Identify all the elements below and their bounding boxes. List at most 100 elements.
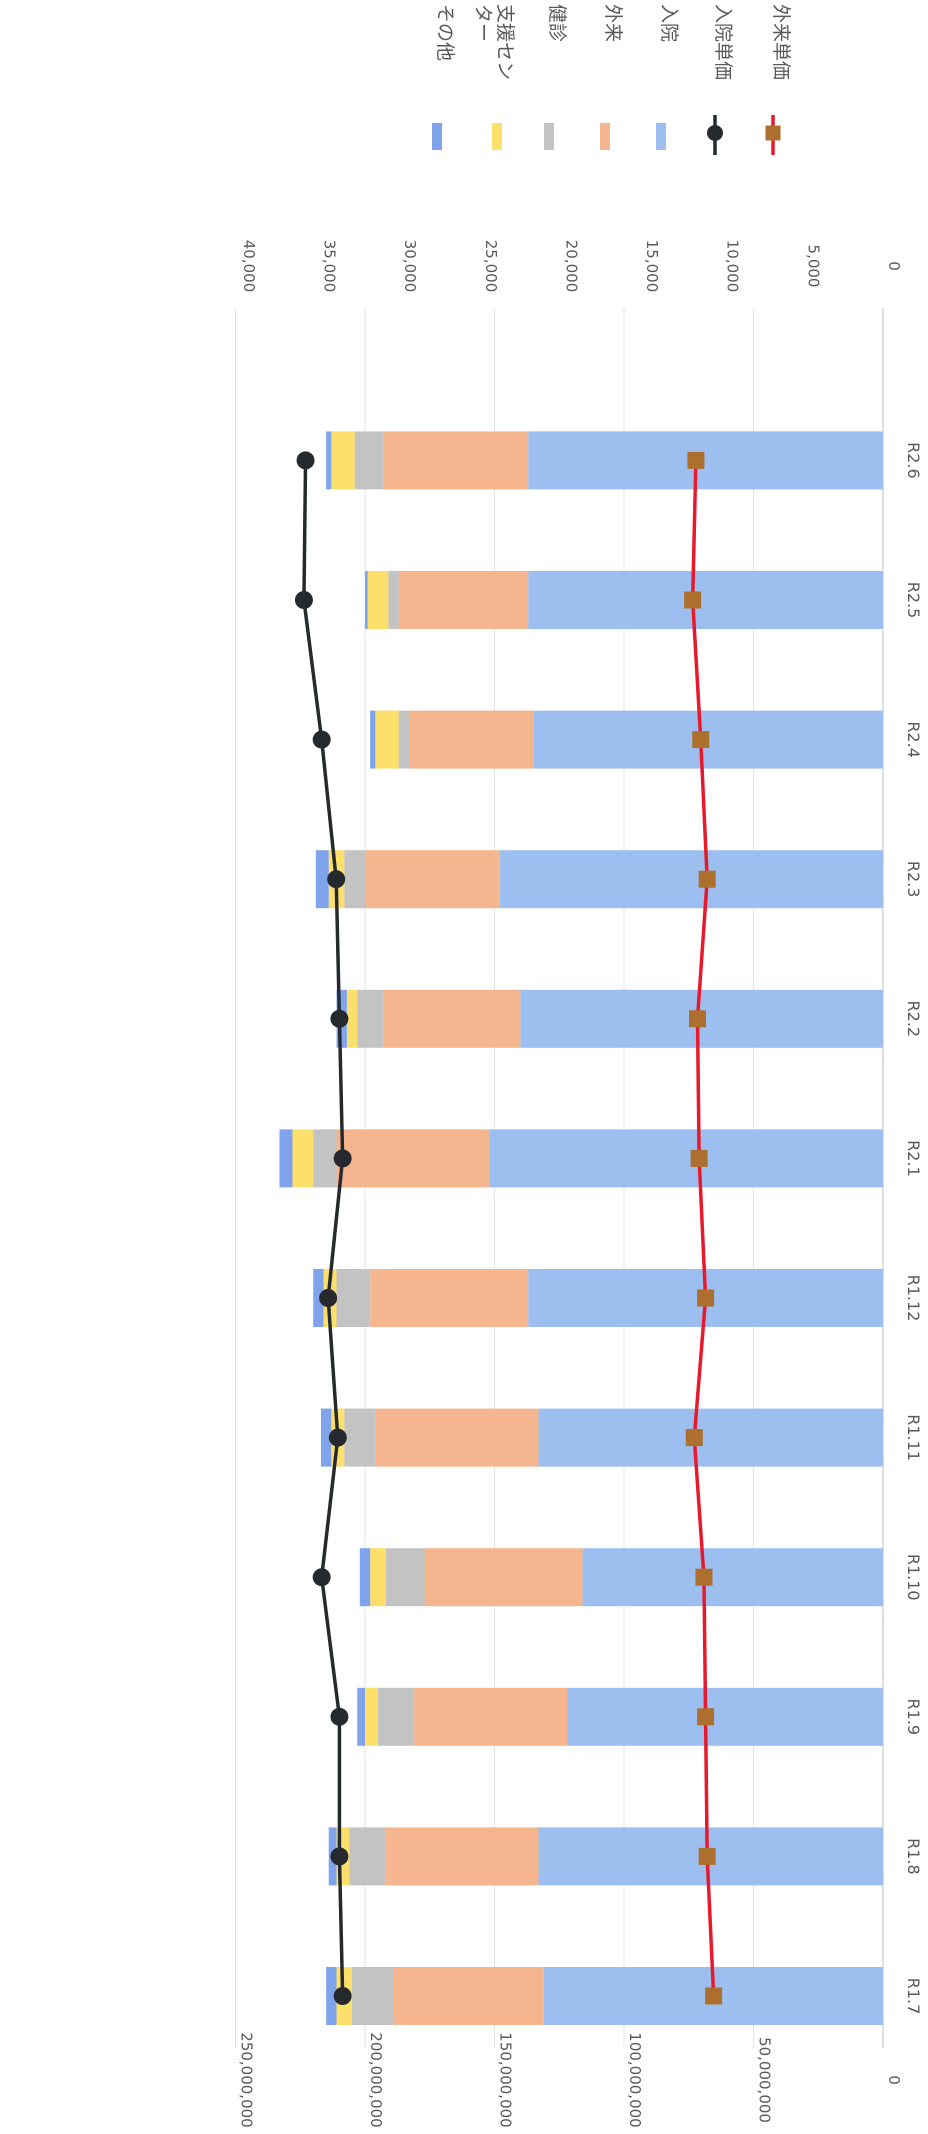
line-point (685, 1429, 703, 1447)
secondary-axis-tick-label: 10,000 (724, 240, 742, 293)
legend-swatch (656, 123, 666, 150)
bar-segment (313, 1269, 324, 1327)
bar-segment (292, 1129, 314, 1188)
bar-segment (398, 710, 410, 769)
bar-segment (315, 850, 329, 909)
category-label: R1.9 (904, 1699, 923, 1736)
line-path (302, 460, 345, 1997)
primary-axis-tick-label: 100,000,000 (626, 2032, 644, 2127)
legend-swatch (432, 123, 442, 150)
primary-axis-tick-label: 0 (885, 2075, 903, 2085)
bar-segment (367, 571, 389, 629)
bar-segment (499, 850, 883, 909)
category-label: R2.2 (904, 1001, 923, 1038)
legend-label: 健診 (546, 4, 568, 42)
category-label: R2.5 (904, 582, 923, 619)
category-label: R2.4 (904, 721, 923, 758)
primary-axis-tick-label: 150,000,000 (497, 2032, 515, 2127)
legend-label: 入院単価 (712, 4, 734, 80)
bar-segment (365, 850, 500, 909)
primary-axis-labels: 0 50,000,000 100,000,000 150,000,000 200,000… (238, 2032, 904, 2127)
line-point (333, 1987, 352, 2005)
bar-segment (313, 1129, 337, 1188)
line-point (319, 1289, 338, 1307)
line-point (698, 870, 716, 888)
line-point (695, 1568, 713, 1586)
primary-axis-tick-label: 250,000,000 (238, 2032, 256, 2127)
secondary-axis-tick-label: 40,000 (240, 240, 258, 293)
category-label: R1.11 (904, 1414, 923, 1461)
bar-segment (365, 1687, 378, 1746)
bar-segment (582, 1548, 883, 1607)
legend-label: その他 (434, 4, 456, 61)
secondary-axis-tick-label: 15,000 (643, 240, 661, 293)
legend-swatch (600, 123, 610, 150)
bar-segment (352, 1967, 394, 2025)
line-point (333, 1149, 352, 1168)
bar-segment (528, 431, 883, 490)
bar-segment (349, 1827, 386, 1886)
bar-series (279, 431, 883, 2025)
bar-segment (326, 1967, 337, 2025)
bar-segment (414, 1687, 568, 1746)
legend-label: 外来 (602, 4, 624, 42)
line-point (296, 451, 315, 470)
bar-segment (336, 1129, 490, 1188)
bar-segment (424, 1548, 583, 1607)
category-label: R2.1 (904, 1140, 923, 1177)
line-point (312, 1568, 331, 1587)
bar-segment (346, 989, 358, 1048)
bar-segment (359, 1548, 371, 1607)
line-series (294, 451, 723, 2005)
secondary-axis-tick-label: 35,000 (320, 240, 338, 293)
bar-segment (344, 850, 365, 909)
line-point (330, 1009, 349, 1028)
legend-swatch (492, 123, 502, 150)
category-label: R2.3 (904, 861, 923, 898)
line-point (689, 1010, 707, 1028)
category-label: R1.10 (904, 1554, 923, 1601)
legend-label: 外来単価 (770, 4, 792, 80)
bar-segment (383, 431, 529, 490)
category-label: R1.8 (904, 1838, 923, 1875)
primary-axis-tick-label: 200,000,000 (367, 2032, 385, 2127)
bar-segment (567, 1687, 883, 1746)
secondary-axis-labels: 0 5,000 10,000 15,000 20,000 25,000 30,000 35,0… (240, 240, 903, 293)
bar-segment (385, 1548, 425, 1607)
line-point (684, 591, 702, 609)
bar-segment (320, 1408, 332, 1467)
bar-segment (336, 1269, 371, 1327)
secondary-axis-tick-label: 25,000 (482, 240, 500, 293)
bar-segment (409, 710, 534, 769)
bar-segment (357, 989, 384, 1048)
line-path (690, 460, 716, 1997)
bar-segment (326, 431, 332, 490)
secondary-axis-tick-label: 5,000 (804, 245, 822, 288)
line-point (705, 1987, 723, 2005)
legend-label: ター (472, 4, 494, 42)
legend-swatch-marker (765, 125, 781, 141)
category-label: R2.6 (904, 442, 923, 479)
bar-segment (375, 710, 399, 769)
bar-segment (393, 1967, 544, 2025)
line-point (690, 1149, 708, 1167)
legend-label: 入院 (658, 4, 680, 42)
bar-segment (375, 1408, 539, 1467)
bar-segment (331, 431, 355, 490)
bar-segment (370, 710, 376, 769)
category-axis-labels: R1.7 R1.8 R1.9 R1.10 R1.11 R1.12 R2.1 R2.2 R2.3 R… (904, 442, 923, 2014)
bar-segment (489, 1129, 883, 1188)
bar-segment (279, 1129, 293, 1188)
legend-label: 支援セン (494, 4, 516, 80)
line-point (697, 1289, 715, 1307)
line-point (330, 1847, 349, 1866)
bar-segment (370, 1269, 529, 1327)
line-point (698, 1847, 716, 1865)
bar-segment (398, 571, 529, 629)
category-label: R1.7 (904, 1978, 923, 2015)
bar-segment (388, 571, 399, 629)
line-point (327, 870, 346, 889)
legend-swatch-marker (707, 125, 723, 141)
secondary-axis-tick-label: 30,000 (401, 240, 419, 293)
